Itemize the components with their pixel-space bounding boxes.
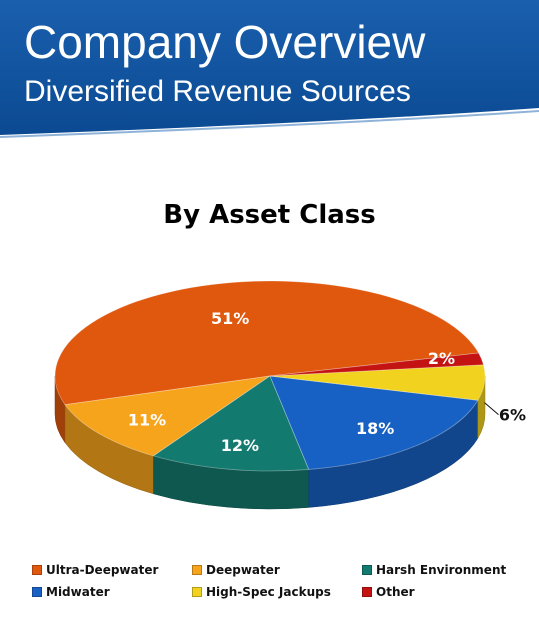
data-label-other: 2% bbox=[428, 349, 455, 368]
legend-item-other: Other bbox=[362, 585, 415, 599]
leader-line-high-spec-jackups bbox=[484, 402, 499, 416]
legend-swatch bbox=[192, 565, 202, 575]
pie-slice-high-spec-jackups bbox=[269, 364, 486, 401]
legend-item-midwater: Midwater bbox=[32, 585, 110, 599]
legend-item-deepwater: Deepwater bbox=[192, 563, 280, 577]
page-title: Company Overview bbox=[24, 16, 426, 68]
legend-swatch bbox=[32, 565, 42, 575]
legend-swatch bbox=[192, 587, 202, 597]
legend-swatch bbox=[32, 587, 42, 597]
data-label-deepwater: 11% bbox=[128, 411, 166, 430]
pie-slice-other bbox=[269, 352, 485, 377]
pie-slice-ultra-deepwater bbox=[54, 280, 480, 406]
legend-label: Ultra-Deepwater bbox=[46, 563, 159, 577]
legend-swatch bbox=[362, 565, 372, 575]
chart-title: By Asset Class bbox=[163, 200, 376, 230]
legend-item-high-spec-jackups: High-Spec Jackups bbox=[192, 585, 331, 599]
data-label-ultra-deepwater: 51% bbox=[211, 309, 249, 328]
pie-slice-deepwater bbox=[64, 375, 271, 457]
data-label-high-spec-jackups: 6% bbox=[499, 406, 526, 425]
legend-label: Midwater bbox=[46, 585, 110, 599]
pie-slice-midwater bbox=[269, 375, 479, 470]
data-label-harsh-environment: 12% bbox=[221, 436, 259, 455]
legend-item-harsh-environment: Harsh Environment bbox=[362, 563, 506, 577]
legend-item-ultra-deepwater: Ultra-Deepwater bbox=[32, 563, 158, 577]
header-banner: Company Overview Diversified Revenue Sou… bbox=[0, 0, 539, 150]
legend-label: Harsh Environment bbox=[376, 563, 507, 577]
legend-label: Deepwater bbox=[206, 563, 280, 577]
header-background bbox=[0, 0, 539, 138]
legend-swatch bbox=[362, 587, 372, 597]
data-label-midwater: 18% bbox=[356, 419, 394, 438]
page-subtitle: Diversified Revenue Sources bbox=[24, 75, 411, 108]
pie-slice-harsh-environment bbox=[152, 375, 310, 472]
legend-label: High-Spec Jackups bbox=[206, 585, 331, 599]
legend-label: Other bbox=[376, 585, 415, 599]
